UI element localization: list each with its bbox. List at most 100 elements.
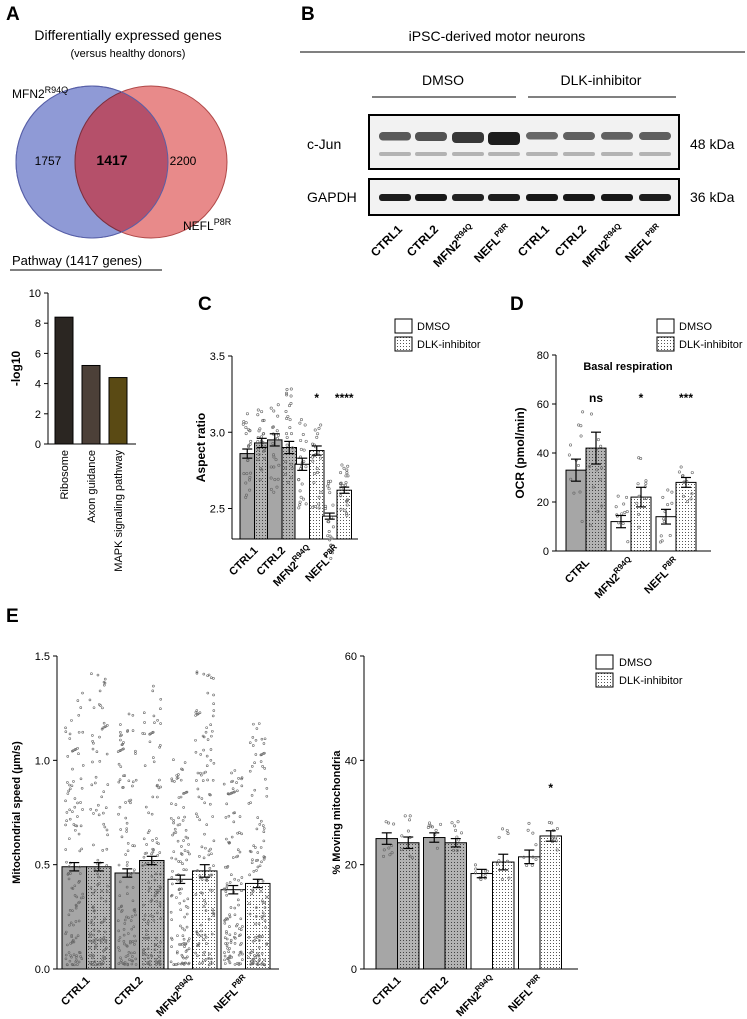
E1-data-point [68,817,72,821]
E1-data-point [170,918,173,921]
C-data-point [289,401,293,405]
C-data-point [313,505,317,509]
D-data-point [599,466,603,470]
E1-data-point [142,948,146,951]
C-data-point [339,471,343,475]
E1-data-point [158,885,162,888]
E1-data-point [202,938,205,941]
E1-data-point [185,912,189,916]
E1-data-point [96,858,100,862]
C-data-point [313,428,317,432]
E1-data-point [118,936,122,939]
E1-data-point [94,775,98,779]
E1-data-point [251,961,255,965]
E1-data-point [117,962,121,966]
E1-data-point [227,841,231,845]
E1-data-point [203,801,206,805]
E1-data-point [249,850,253,854]
E1-data-point [159,722,162,725]
E1-data-point [231,787,235,790]
E1-data-point [142,711,146,715]
E1-data-point [156,795,159,799]
C-data-point [290,467,294,471]
E1-data-point [90,783,94,787]
E1-data-point [226,917,229,921]
E1-data-point [195,671,199,675]
E1-data-point [66,943,69,947]
D-data-point [578,490,582,494]
E1-data-point [122,774,125,778]
E1-data-point [68,959,72,963]
E1-data-point [249,962,252,966]
cjun-band [415,132,447,141]
E1-data-point [209,748,213,751]
E1-data-point [120,959,123,962]
E1-data-point [204,846,207,850]
D-data-point [569,443,573,447]
E1-data-point [237,953,241,957]
E1-data-point [117,863,121,867]
gapdh-band [415,194,447,201]
E1-data-point [222,887,226,891]
E1-data-point [179,924,182,928]
D-data-point [621,521,625,525]
E1-data-point [131,780,135,784]
D-data-point [623,510,627,514]
E1-data-point [91,739,94,743]
group-dlk: DLK-inhibitor [561,72,642,88]
E1-data-point [201,961,204,965]
E1-data-point [79,777,83,781]
E1-data-point [72,780,75,783]
E2-data-point [450,821,454,825]
E1-data-point [94,781,97,785]
cjun-band [488,132,520,145]
E2-data-point [527,821,531,825]
E1-data-point [98,882,101,885]
E1-data-point [175,896,178,899]
E1-data-point [256,961,260,965]
E1-data-point [263,767,266,770]
E1-data-point [196,815,199,819]
E1-data-point [196,944,199,947]
E1-data-point [131,959,135,963]
E1-data-point [249,801,252,804]
D-data-point [596,509,600,513]
C-data-point [242,420,246,424]
E1-data-point [79,706,83,709]
legend-d-dlk-label: DLK-inhibitor [679,339,743,351]
E1-data-point [236,848,240,851]
E1-data-point [241,952,244,956]
E1-data-point [143,957,146,961]
E1-data-point [238,850,242,854]
E1-data-point [131,713,135,717]
E1-data-point [254,753,258,756]
C-data-point [276,477,280,481]
E1-data-point [228,954,232,958]
E1-data-point [106,724,109,727]
E1-data-point [92,933,95,937]
E1-data-point [173,780,176,783]
E1-data-point [185,858,188,862]
D-data-point [616,494,620,498]
E1-data-point [255,906,258,909]
E1-data-point [254,915,258,918]
E1-data-point [93,889,97,892]
cjun-lower-band [563,152,595,156]
E1-data-point [125,944,129,948]
E1-data-point [129,874,132,877]
D-y-tick-label: 0 [543,546,549,558]
E1-data-point [202,899,206,902]
E1-data-point [262,839,266,843]
E1-data-point [147,811,150,815]
E1-data-point [116,919,120,922]
E1-data-point [152,684,155,688]
D-data-point [626,540,630,544]
E1-data-point [198,855,201,858]
E1-data-point [119,723,122,726]
C-data-point [273,478,277,482]
E1-data-point [204,958,208,961]
panel-letter-d: D [510,294,524,315]
C-data-point [344,474,348,478]
E2-data-point [551,836,555,840]
E1-data-point [170,777,174,781]
